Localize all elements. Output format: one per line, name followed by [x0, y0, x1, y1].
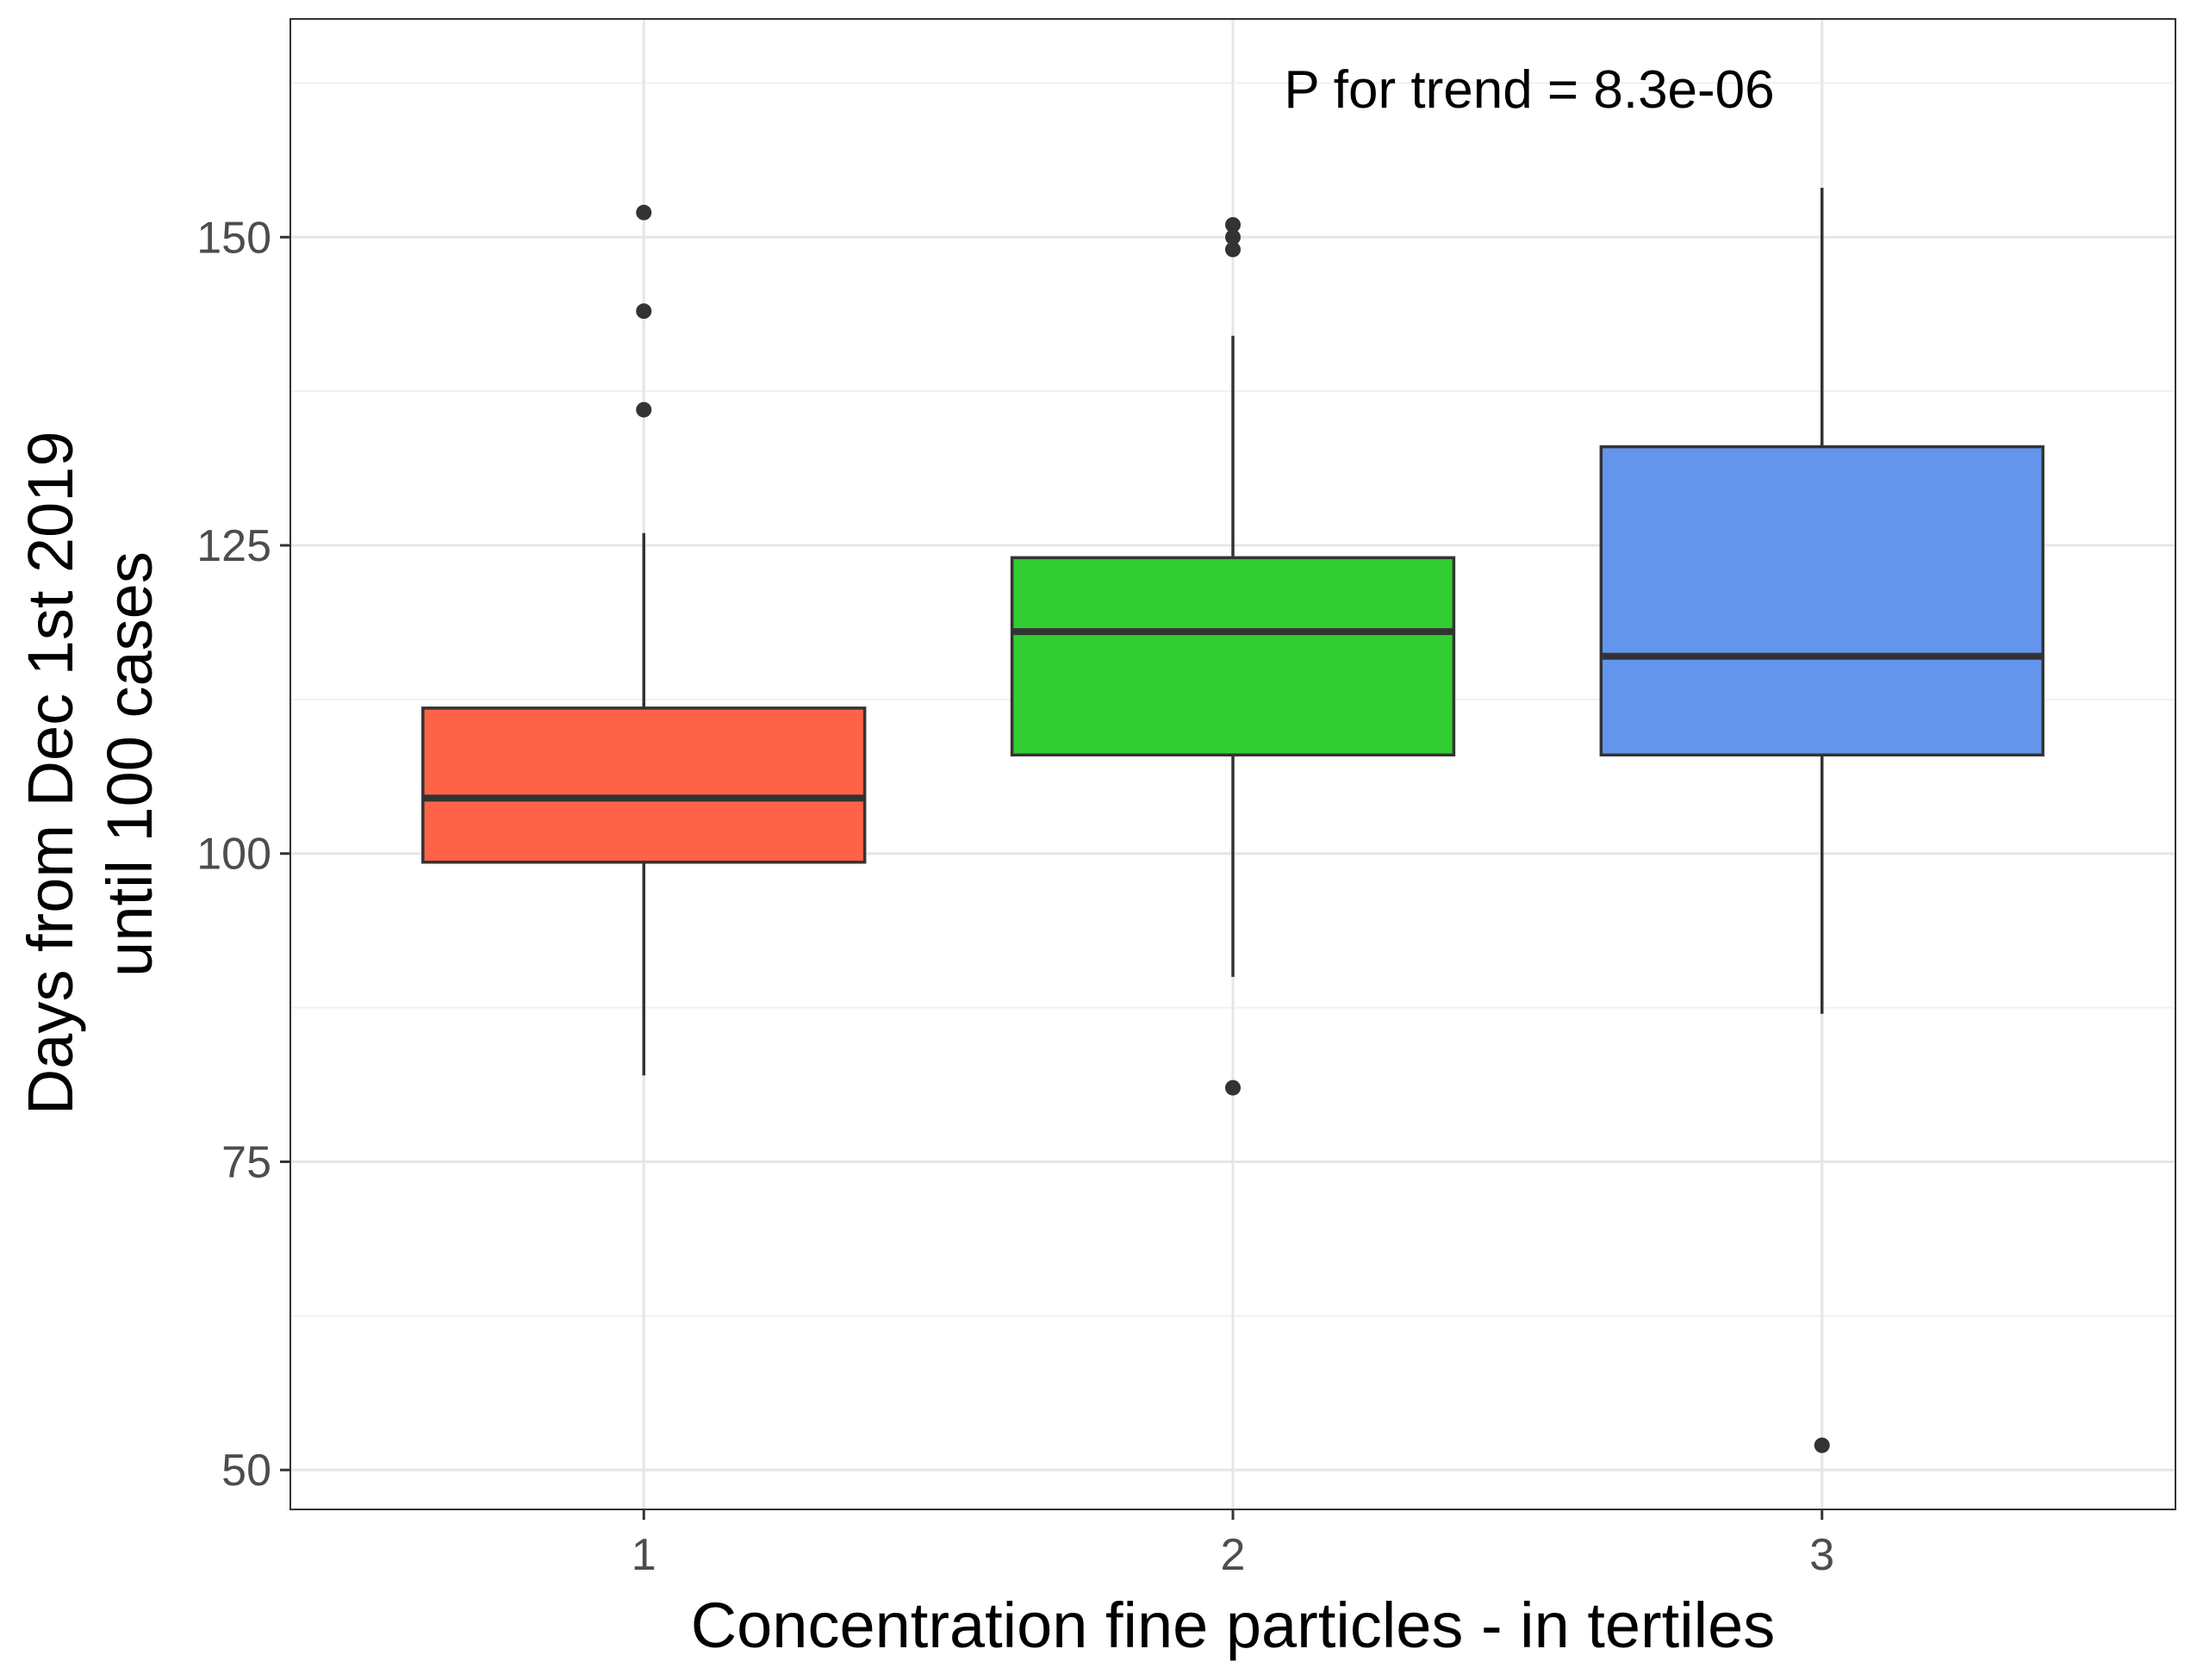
- outlier-point-1: [636, 401, 652, 418]
- outlier-point-1: [636, 303, 652, 320]
- box-1: [421, 706, 867, 864]
- trend-p-value-annotation: P for trend = 8.3e-06: [1284, 60, 1774, 120]
- y-tick-label: 100: [196, 830, 271, 880]
- y-tick-label: 75: [221, 1137, 271, 1187]
- axes: 50 75 100 125 150 1 2 3: [196, 213, 1834, 1580]
- box-3: [1599, 445, 2045, 757]
- box-2: [1010, 556, 1456, 757]
- outlier-point-1: [636, 204, 652, 221]
- y-axis-title: Days from Dec 1st 2019 until 100 cases: [15, 414, 165, 1115]
- outlier-point-2: [1225, 216, 1241, 233]
- outlier-point-2: [1225, 241, 1241, 258]
- outlier-point-3: [1814, 1437, 1830, 1453]
- y-tick-label: 50: [221, 1446, 271, 1496]
- box-series: [421, 188, 2045, 1453]
- outlier-point-2: [1225, 1080, 1241, 1096]
- outlier-point-2: [1225, 229, 1241, 246]
- y-tick-label: 125: [196, 521, 271, 571]
- x-axis-title: Concentration fine particles - in tertil…: [691, 1590, 1776, 1661]
- y-tick-label: 150: [196, 213, 271, 263]
- y-axis-title-line-1: Days from Dec 1st 2019: [15, 431, 86, 1115]
- x-tick-label: 2: [1221, 1530, 1246, 1580]
- x-tick-label: 1: [632, 1530, 657, 1580]
- x-tick-label: 3: [1809, 1530, 1834, 1580]
- y-axis-title-line-2: until 100 cases: [94, 551, 165, 977]
